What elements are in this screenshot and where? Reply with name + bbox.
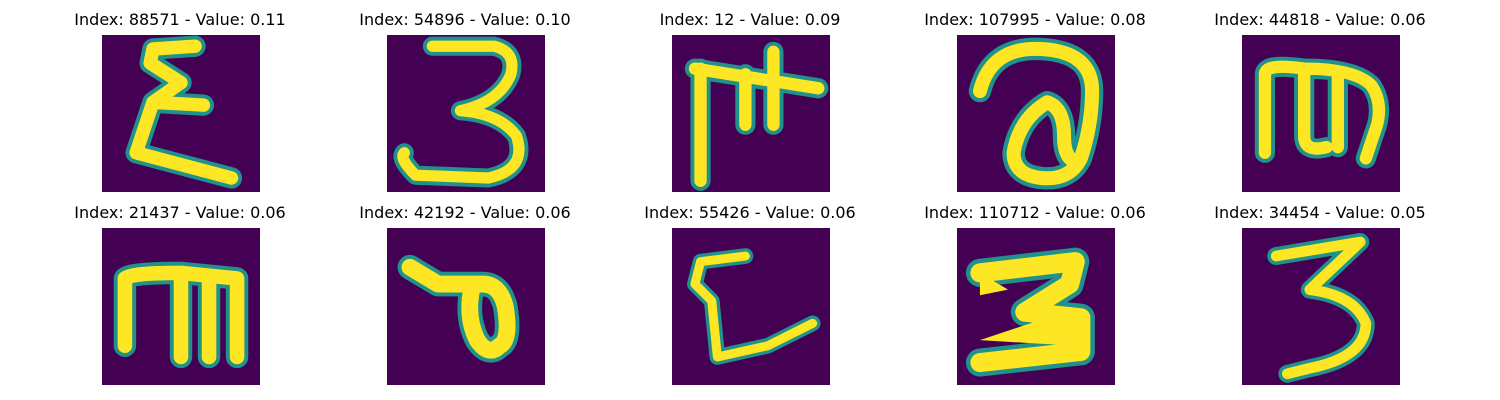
sample-panel-1: Index: 88571 - Value: 0.11 bbox=[30, 10, 330, 200]
panel-title: Index: 107995 - Value: 0.08 bbox=[924, 10, 1146, 29]
panel-title: Index: 54896 - Value: 0.10 bbox=[359, 10, 571, 29]
digit-image bbox=[387, 35, 545, 192]
digit-image bbox=[387, 228, 545, 385]
sample-panel-7: Index: 42192 - Value: 0.06 bbox=[315, 203, 615, 393]
sample-panel-10: Index: 34454 - Value: 0.05 bbox=[1170, 203, 1470, 393]
panel-title: Index: 55426 - Value: 0.06 bbox=[644, 203, 856, 222]
digit-image bbox=[957, 228, 1115, 385]
sample-panel-6: Index: 21437 - Value: 0.06 bbox=[30, 203, 330, 393]
sample-panel-5: Index: 44818 - Value: 0.06 bbox=[1170, 10, 1470, 200]
sample-panel-4: Index: 107995 - Value: 0.08 bbox=[885, 10, 1185, 200]
panel-title: Index: 44818 - Value: 0.06 bbox=[1214, 10, 1426, 29]
digit-image bbox=[957, 35, 1115, 192]
sample-panel-9: Index: 110712 - Value: 0.06 bbox=[885, 203, 1185, 393]
digit-image bbox=[1242, 35, 1400, 192]
digit-image bbox=[1242, 228, 1400, 385]
panel-title: Index: 88571 - Value: 0.11 bbox=[74, 10, 286, 29]
digit-image bbox=[102, 35, 260, 192]
panel-title: Index: 12 - Value: 0.09 bbox=[659, 10, 841, 29]
digit-image bbox=[672, 35, 830, 192]
digit-image bbox=[102, 228, 260, 385]
panel-title: Index: 34454 - Value: 0.05 bbox=[1214, 203, 1426, 222]
panel-title: Index: 21437 - Value: 0.06 bbox=[74, 203, 286, 222]
sample-panel-8: Index: 55426 - Value: 0.06 bbox=[600, 203, 900, 393]
sample-panel-3: Index: 12 - Value: 0.09 bbox=[600, 10, 900, 200]
sample-panel-2: Index: 54896 - Value: 0.10 bbox=[315, 10, 615, 200]
panel-title: Index: 110712 - Value: 0.06 bbox=[924, 203, 1146, 222]
digit-image bbox=[672, 228, 830, 385]
panel-title: Index: 42192 - Value: 0.06 bbox=[359, 203, 571, 222]
